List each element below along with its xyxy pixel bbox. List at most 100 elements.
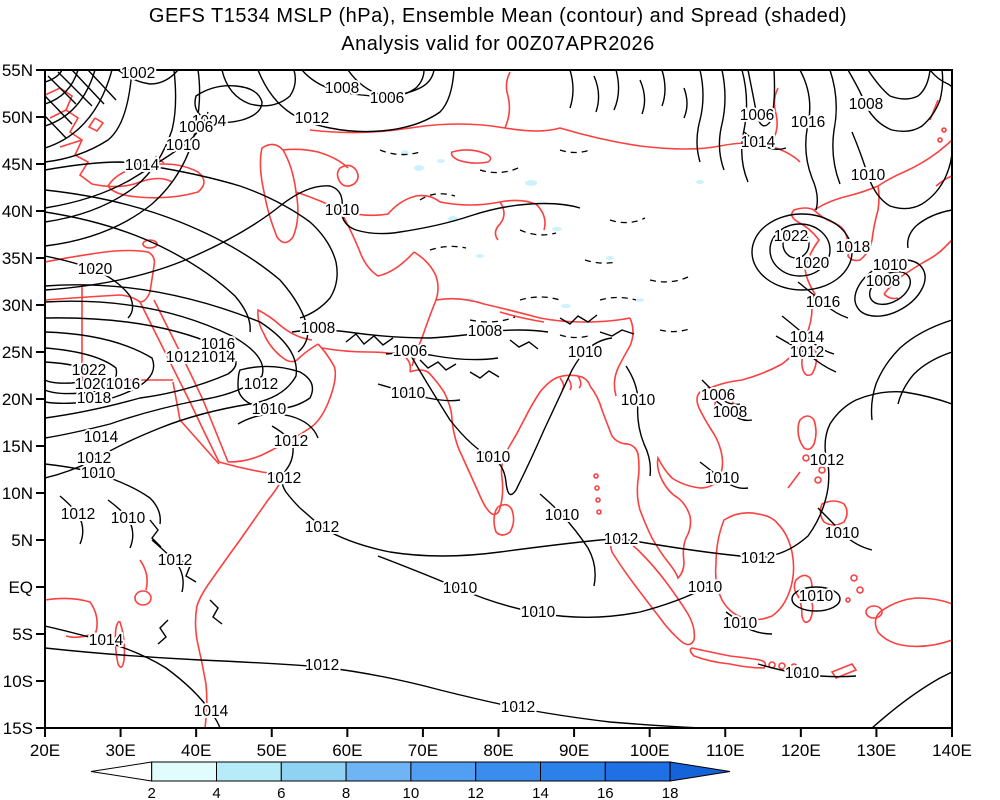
colorbar-segment	[410, 761, 477, 782]
contour-label: 1010	[621, 392, 656, 409]
lat-tick-label: 15S	[3, 719, 33, 738]
colorbar-tick-label: 14	[532, 785, 549, 800]
colorbar-tick-label: 10	[403, 785, 420, 800]
contour-label: 1012	[305, 519, 339, 536]
contour-label: 1010	[81, 465, 116, 482]
lon-tick-label: 30E	[105, 741, 135, 760]
lat-tick-label: 20N	[2, 390, 33, 409]
contour-label: 1010	[252, 401, 287, 418]
lat-tick-label: 55N	[2, 61, 33, 80]
colorbar-left-arrow	[90, 761, 153, 782]
contour-label: 1010	[545, 507, 580, 524]
lat-tick-label: 30N	[2, 296, 33, 315]
contour-label: 1010	[166, 137, 201, 154]
chart-subtitle: Analysis valid for 00Z07APR2026	[341, 33, 654, 55]
contour-label: 1008	[866, 273, 900, 290]
chart-title: GEFS T1534 MSLP (hPa), Ensemble Mean (co…	[149, 5, 847, 27]
spread-colorbar: 2 4 6 8 10 12 14 16 18	[90, 761, 731, 800]
contour-label: 1020	[78, 261, 113, 278]
isobar-contour-layer	[45, 70, 952, 728]
contour-label: 1022	[774, 228, 808, 245]
contour-label: 1012	[501, 699, 535, 716]
lat-tick-label: 25N	[2, 343, 33, 362]
colorbar-tick-label: 12	[467, 785, 484, 800]
contour-label: 1010	[873, 257, 908, 274]
contour-label: 1012	[77, 450, 111, 467]
contour-label: 1014	[741, 134, 776, 151]
lat-tick-label: EQ	[8, 578, 33, 597]
lat-tick-label: 50N	[2, 108, 33, 127]
contour-label: 1010	[521, 604, 556, 621]
contour-label: 1012	[741, 550, 775, 567]
colorbar-segment	[604, 761, 671, 782]
contour-label: 1012	[295, 110, 329, 127]
lon-tick-label: 90E	[559, 741, 589, 760]
contour-label: 1006	[370, 90, 404, 107]
contour-label: 1014	[194, 703, 229, 720]
lat-tick-label: 5N	[11, 531, 33, 550]
contour-label: 1006	[393, 343, 427, 360]
contour-label: 1010	[443, 580, 478, 597]
contour-label: 1022	[72, 362, 106, 379]
axis-layer: 55N 50N 45N 40N 35N 30N 25N 20N 15N 10N 5N EQ 5S 10S 1…	[2, 61, 972, 760]
contour-label: 1012	[604, 531, 638, 548]
spread-shading-layer	[401, 150, 704, 308]
contour-label: 1016	[201, 336, 235, 353]
contour-label: 1010	[568, 344, 603, 361]
contour-label: 1010	[705, 470, 740, 487]
contour-label: 1014	[89, 632, 124, 649]
contour-label: 1012	[244, 376, 278, 393]
contour-label: 1012	[305, 657, 339, 674]
contour-label: 1020	[795, 255, 830, 272]
contour-label: 1008	[301, 320, 335, 337]
lat-tick-label: 40N	[2, 202, 33, 221]
lon-tick-label: 80E	[483, 741, 513, 760]
contour-label: 1008	[468, 323, 502, 340]
contour-label: 1002	[121, 65, 155, 82]
contour-label: 1010	[688, 579, 723, 596]
contour-label: 1012	[274, 433, 308, 450]
contour-label: 1012	[810, 452, 844, 469]
colorbar-tick-label: 6	[277, 785, 285, 800]
contour-label: 1012	[158, 552, 192, 569]
contour-label: 1010	[111, 510, 146, 527]
contour-label: 1010	[799, 588, 834, 605]
colorbar-segment	[540, 761, 606, 782]
colorbar-tick-label: 18	[662, 785, 679, 800]
lon-tick-label: 70E	[408, 741, 438, 760]
lon-tick-label: 140E	[932, 741, 972, 760]
contour-label: 1008	[713, 404, 747, 421]
contour-label: 1014	[84, 429, 119, 446]
colorbar-segment	[151, 761, 217, 782]
dashed-contour-layer	[379, 149, 693, 339]
contour-label: 1020	[75, 376, 110, 393]
contour-label: 1010	[785, 665, 820, 682]
lat-tick-label: 35N	[2, 249, 33, 268]
contour-label: 1018	[836, 239, 870, 256]
contour-label: 1016	[791, 114, 825, 131]
colorbar-tick-label: 16	[597, 785, 614, 800]
contour-label: 1012	[267, 470, 301, 487]
contour-label: 1014	[201, 349, 236, 366]
lat-tick-label: 10S	[3, 672, 33, 691]
lat-tick-label: 45N	[2, 155, 33, 174]
contour-label: 1012	[790, 344, 824, 361]
colorbar-tick-label: 4	[212, 785, 220, 800]
contour-label: 1010	[476, 449, 511, 466]
lat-tick-label: 5S	[12, 625, 33, 644]
contour-label: 1014	[125, 157, 160, 174]
contour-label: 1010	[391, 385, 426, 402]
contour-label: 1008	[849, 96, 883, 113]
contour-label-layer: 1002100410061012100810061010101410101020…	[59, 63, 910, 722]
contour-label: 1008	[325, 80, 359, 97]
lon-tick-label: 60E	[332, 741, 362, 760]
colorbar-segment	[345, 761, 412, 782]
lon-tick-label: 130E	[857, 741, 897, 760]
contour-label: 1006	[179, 119, 213, 136]
lon-tick-label: 40E	[181, 741, 211, 760]
contour-label: 1004	[192, 113, 227, 130]
lon-tick-label: 110E	[706, 741, 744, 760]
lon-tick-label: 100E	[630, 741, 670, 760]
